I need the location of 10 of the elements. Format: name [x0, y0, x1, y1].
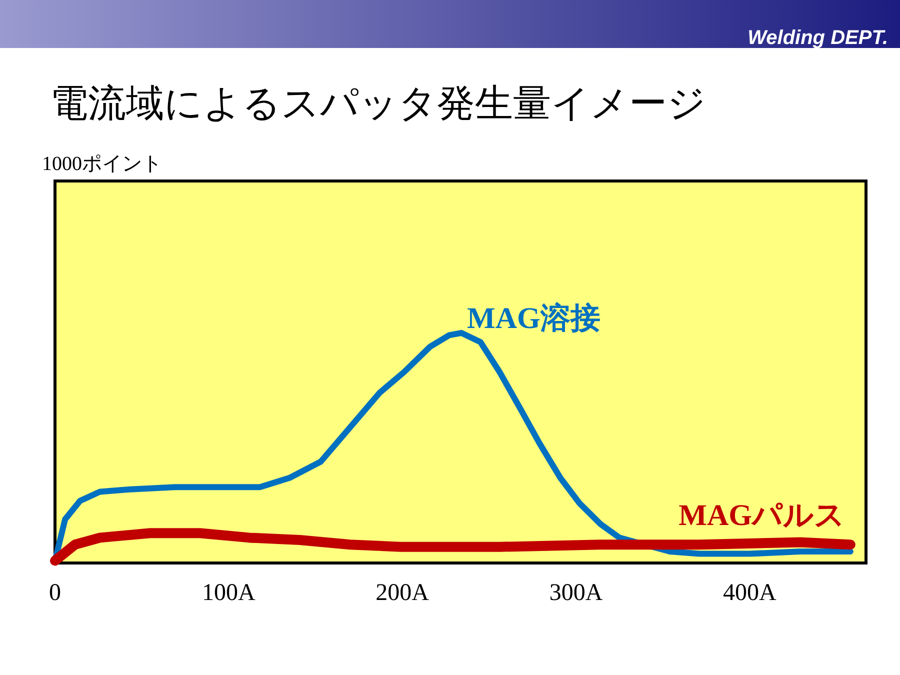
x-tick-label: 0	[49, 580, 61, 606]
text: 1000ポイント	[42, 153, 162, 175]
series-label: MAG溶接	[467, 301, 600, 335]
x-tick-label: 200A	[376, 580, 430, 606]
text: Welding DEPT.	[748, 27, 888, 49]
x-tick-label: 400A	[722, 580, 777, 606]
x-tick-label: 100A	[202, 580, 256, 606]
series-label: MAGパルス	[678, 499, 845, 532]
chart-title: 電流域によるスパッタ発生量イメージ	[50, 81, 706, 125]
x-tick-label: 300A	[549, 580, 604, 606]
